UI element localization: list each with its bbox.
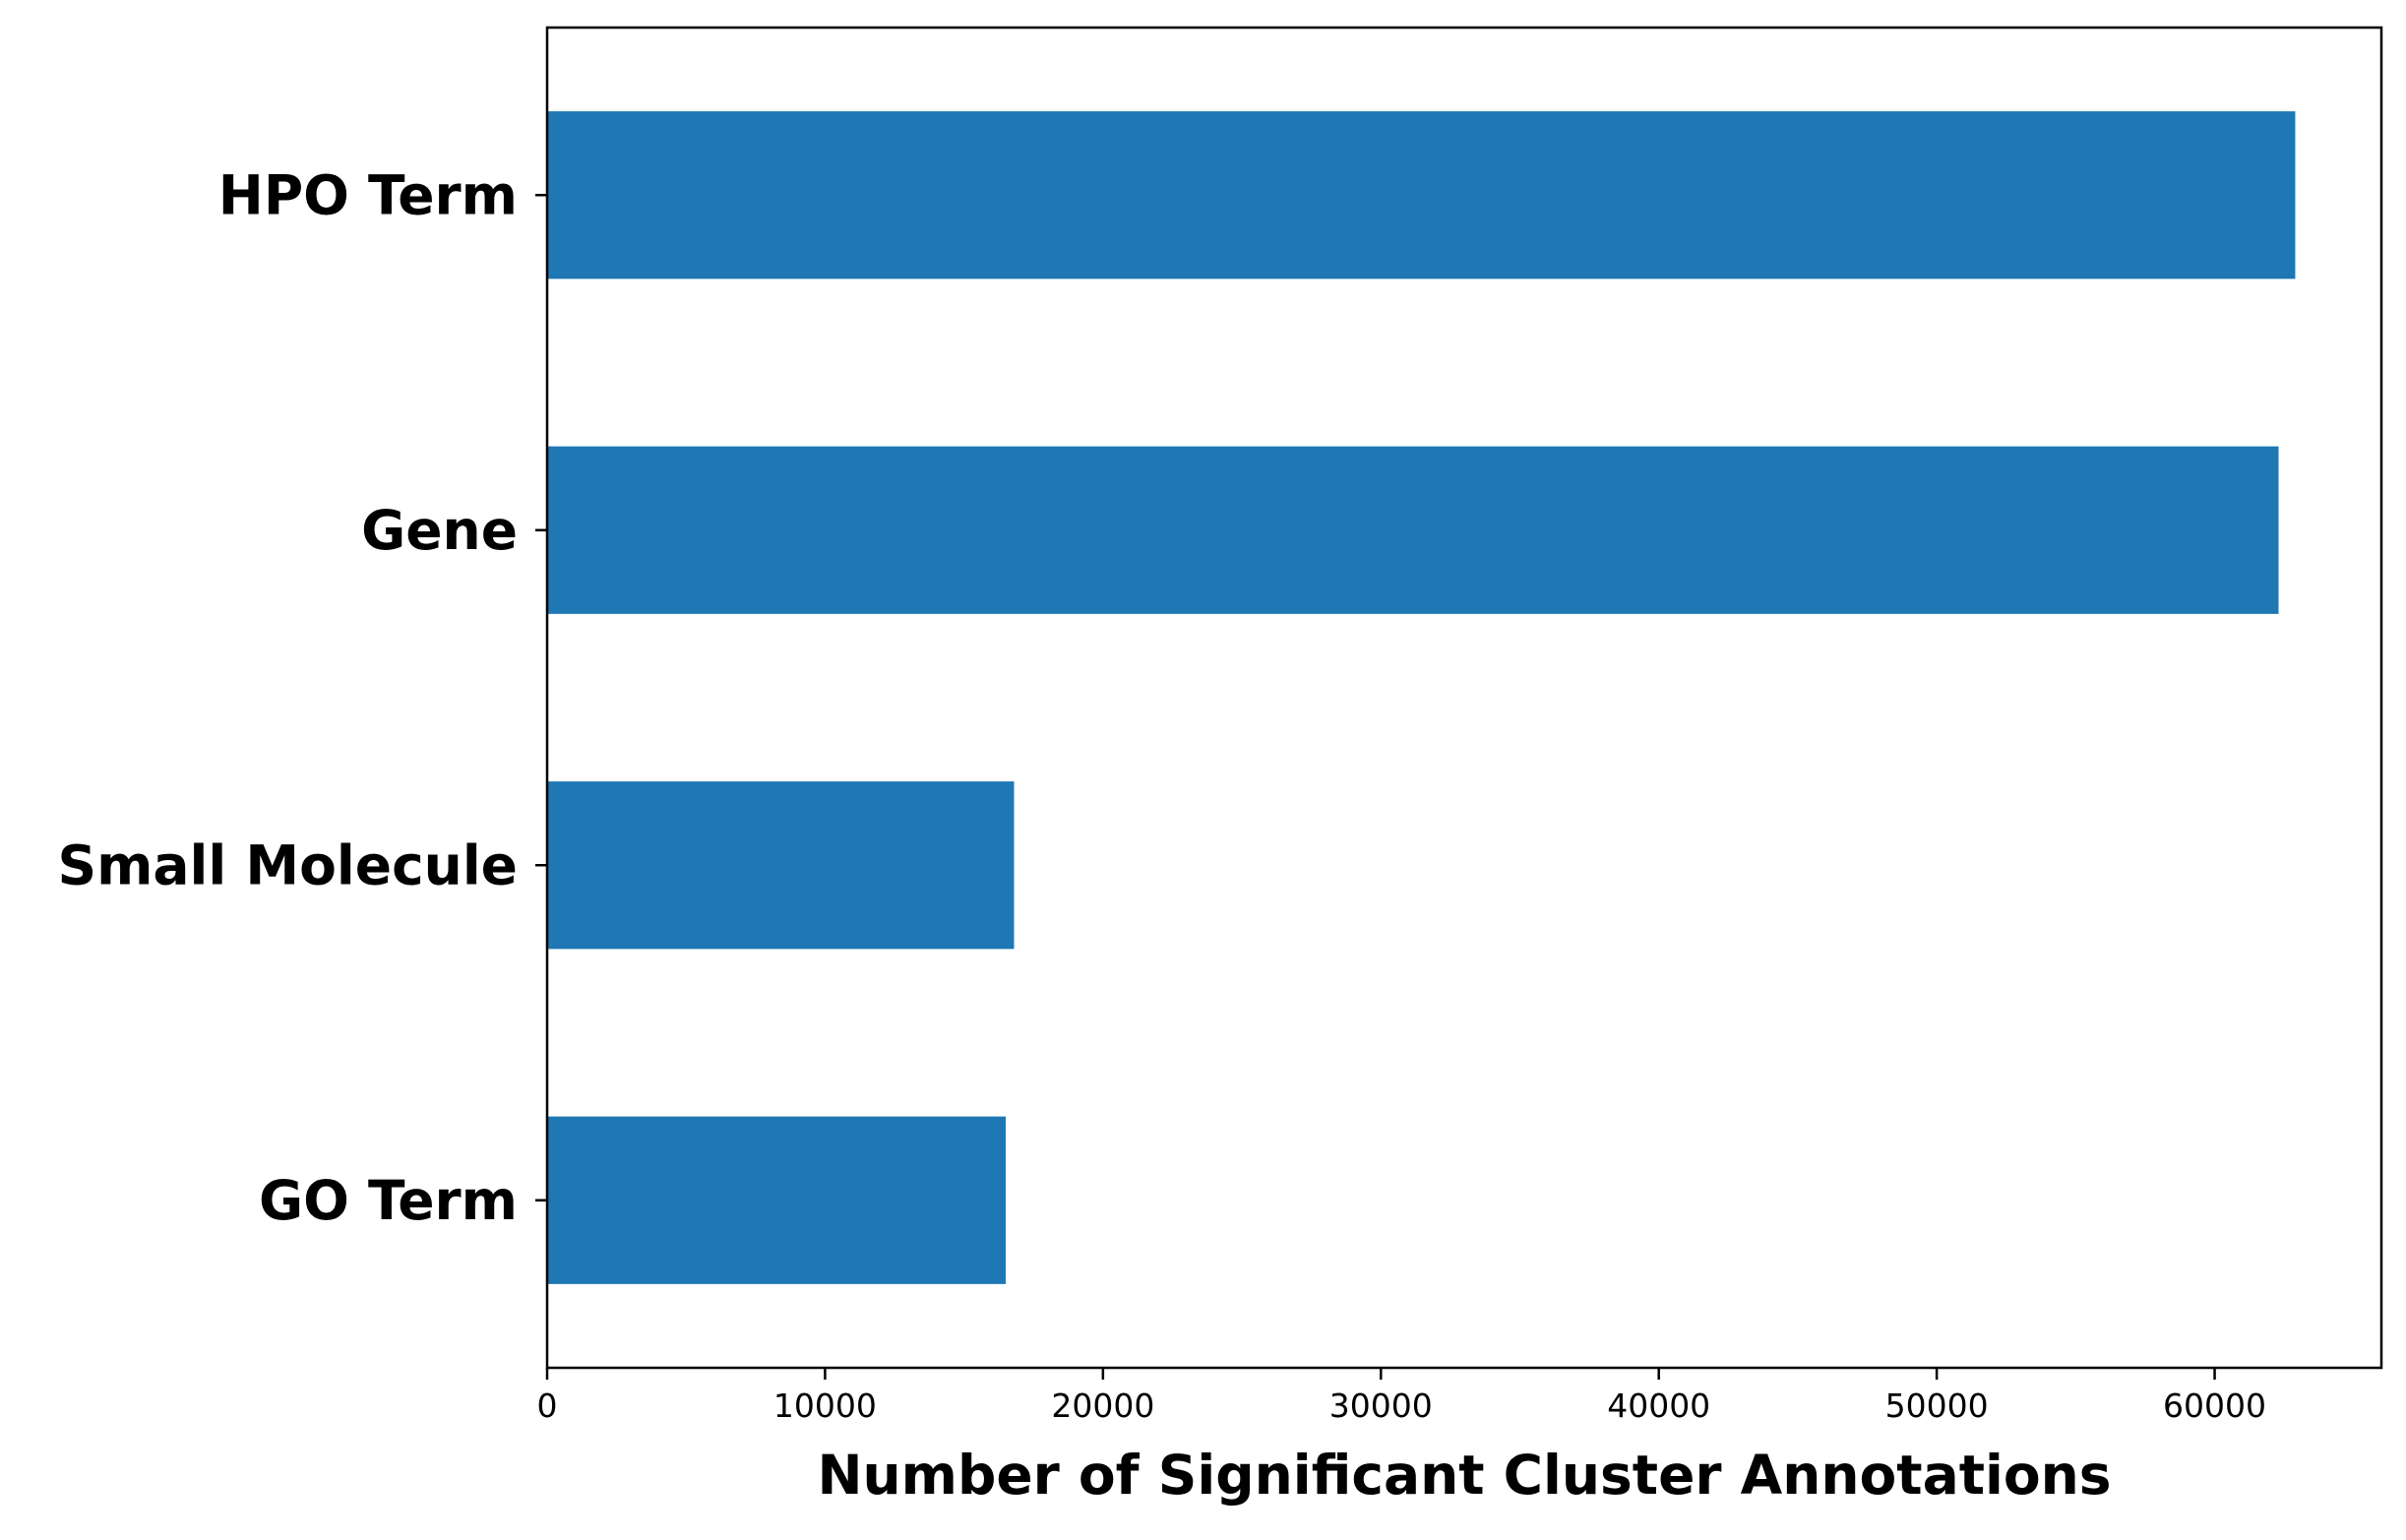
x-tick-label-0: 0	[537, 1386, 558, 1425]
bar-hpo-term	[547, 111, 2296, 279]
x-axis-title: Number of Significant Cluster Annotation…	[817, 1444, 2111, 1507]
plot-frame	[545, 26, 2383, 1370]
x-tick-label-40000: 40000	[1607, 1386, 1710, 1425]
x-axis: 0 10000 20000 30000 40000 50000 60000	[537, 1368, 2266, 1425]
x-tick-label-20000: 20000	[1051, 1386, 1154, 1425]
bars-layer	[547, 111, 2296, 1284]
bar-gene	[547, 446, 2279, 614]
y-tick-label-small-molecule: Small Molecule	[58, 833, 518, 896]
axes-layer	[545, 26, 2383, 1370]
x-tick-label-30000: 30000	[1329, 1386, 1433, 1425]
y-tick-label-gene: Gene	[361, 499, 518, 562]
bar-go-term	[547, 1116, 1006, 1284]
x-tick-label-60000: 60000	[2163, 1386, 2266, 1425]
y-axis: HPO Term Gene Small Molecule GO Term	[58, 163, 547, 1232]
y-tick-label-hpo-term: HPO Term	[218, 163, 518, 226]
x-tick-label-10000: 10000	[773, 1386, 877, 1425]
bar-small-molecule	[547, 781, 1015, 950]
y-tick-label-go-term: GO Term	[259, 1169, 518, 1232]
x-tick-label-50000: 50000	[1885, 1386, 1989, 1425]
